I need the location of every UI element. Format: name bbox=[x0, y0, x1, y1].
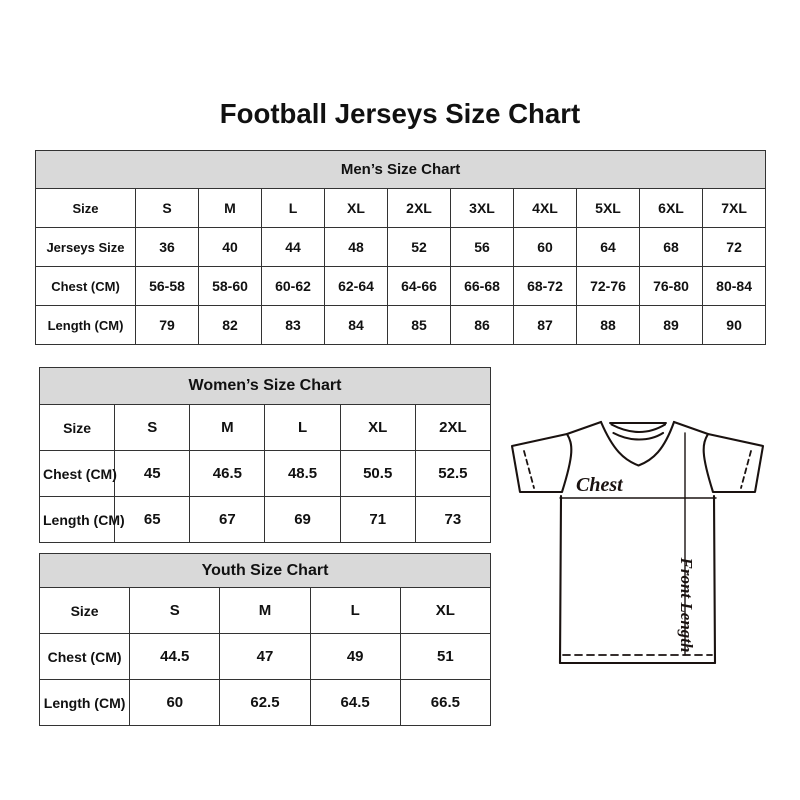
svg-text:Chest: Chest bbox=[576, 474, 624, 496]
svg-text:Front Length: Front Length bbox=[677, 557, 696, 653]
